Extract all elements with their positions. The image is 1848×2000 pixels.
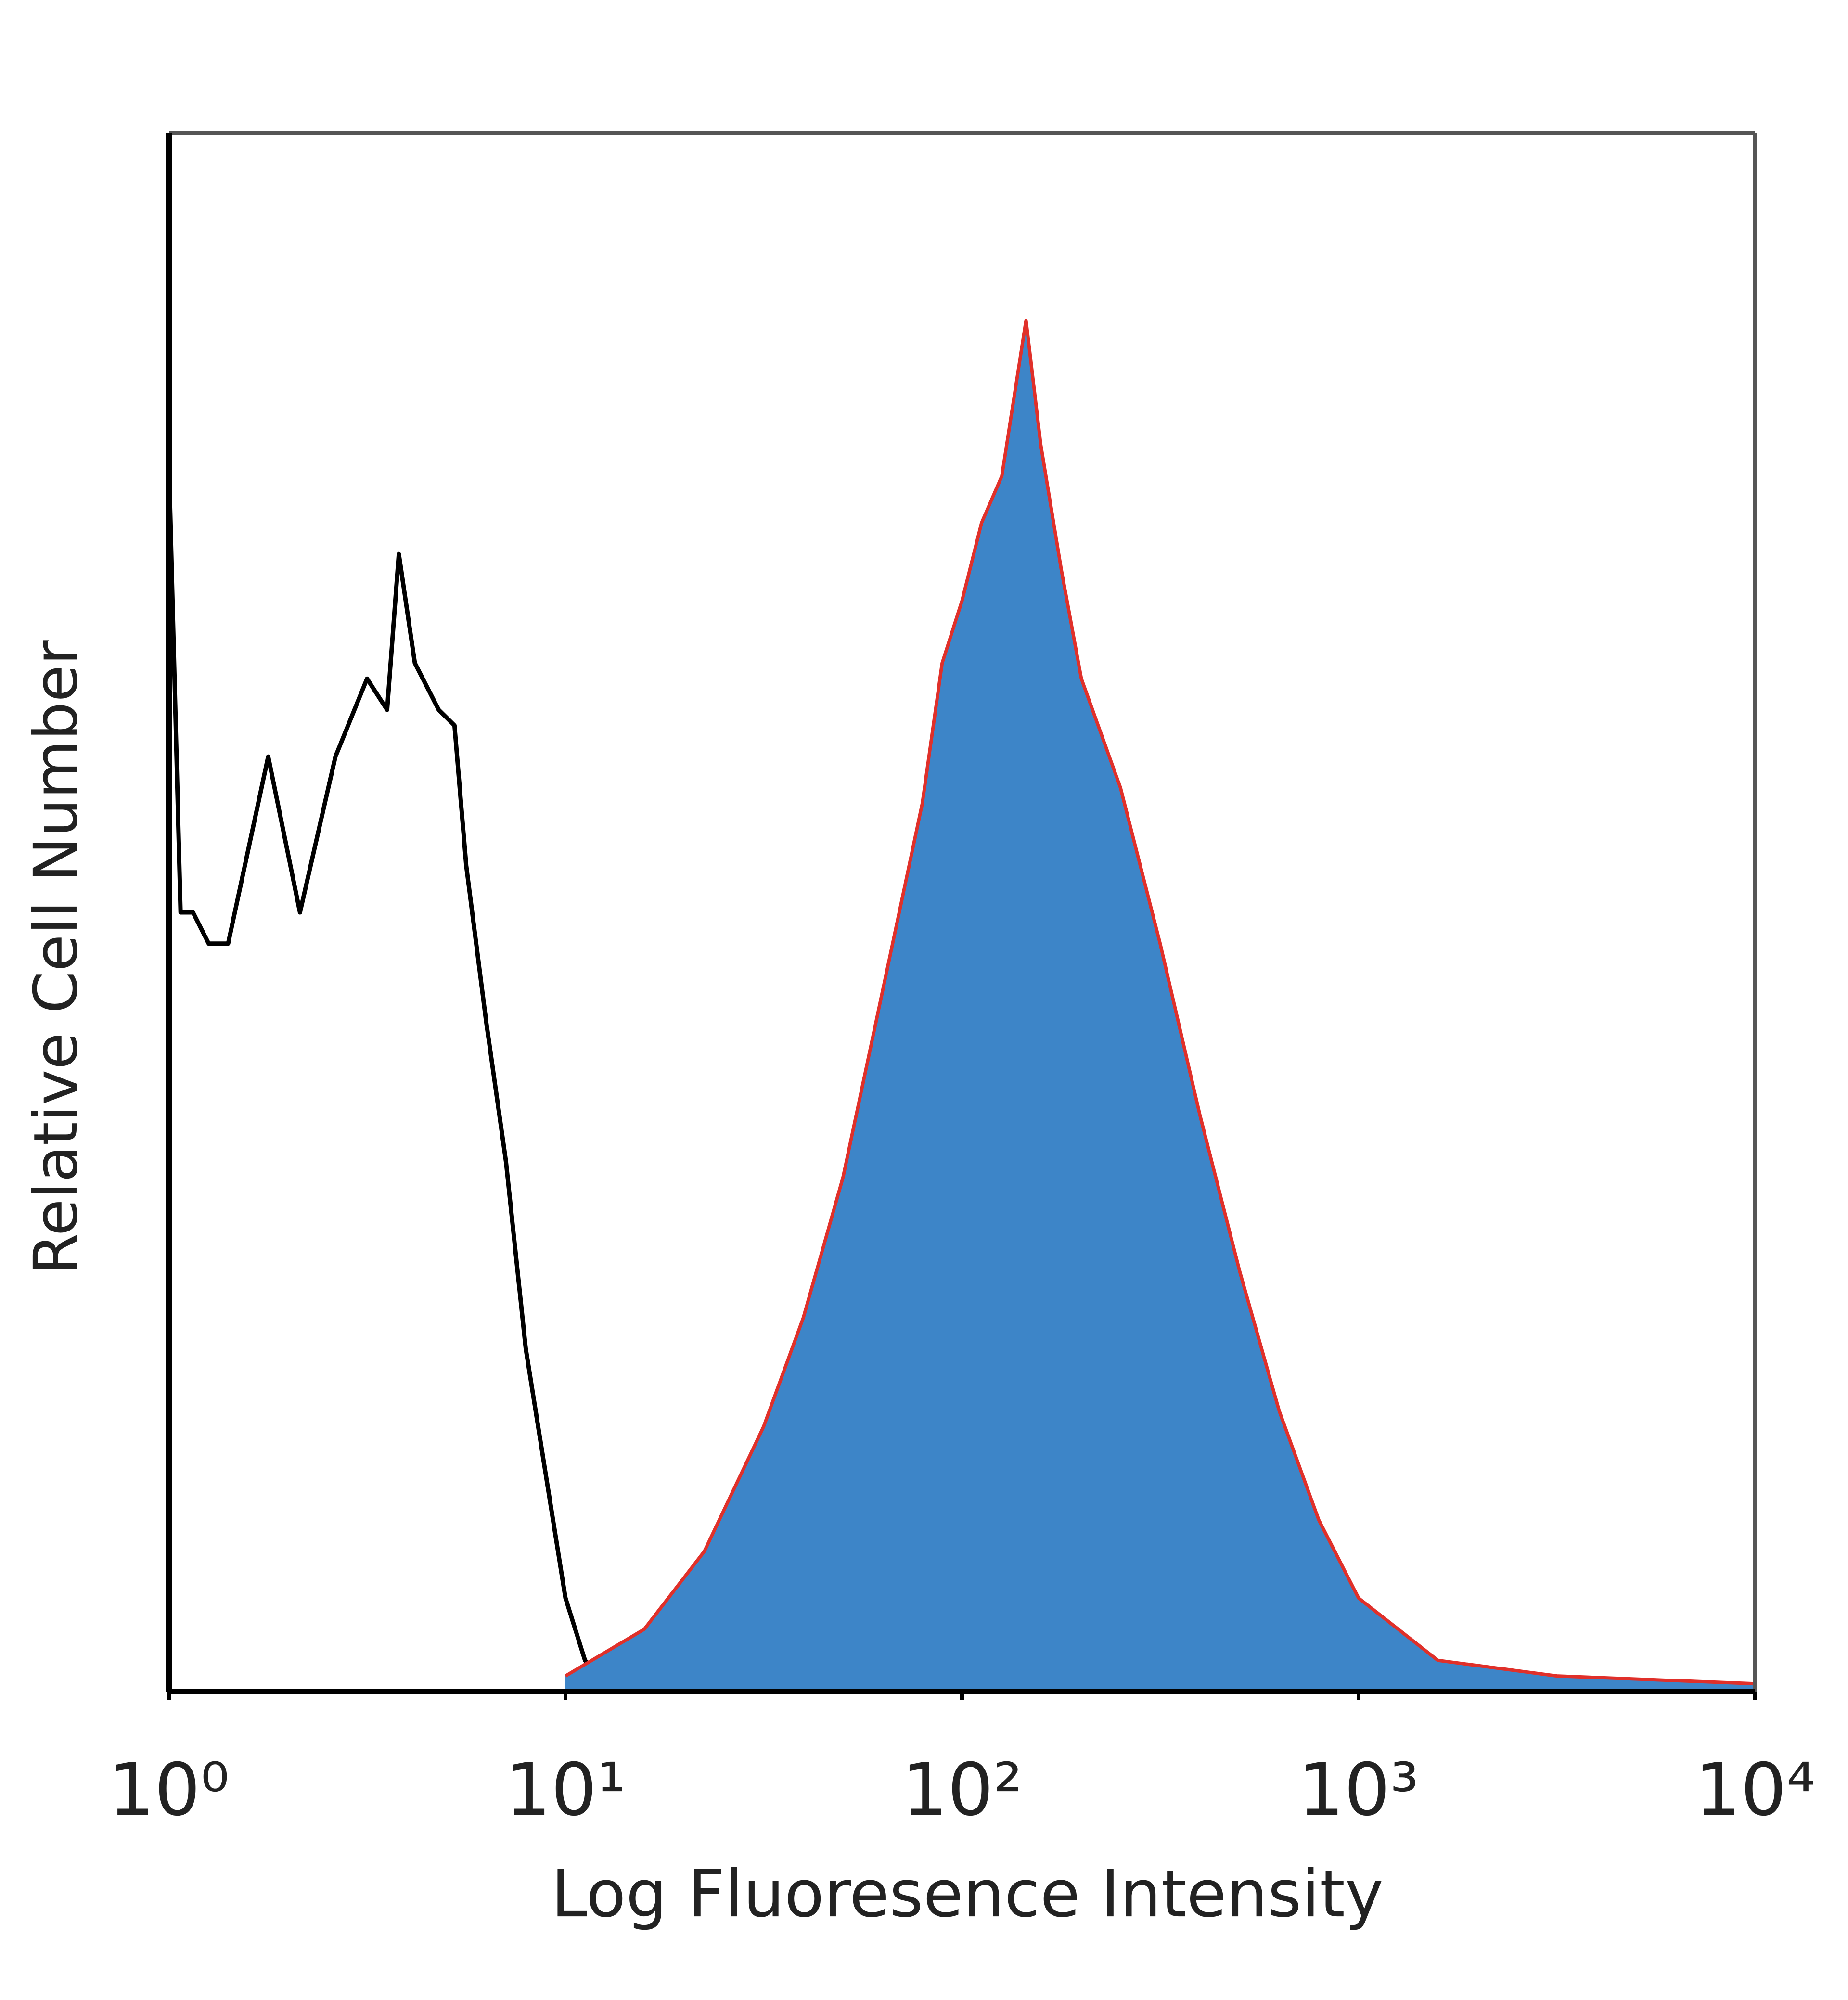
x-tick-label: 10⁴ [1694, 1748, 1815, 1832]
histogram-line [167, 460, 685, 1694]
histogram-area [565, 320, 1755, 1692]
x-tick-label: 10³ [1298, 1748, 1419, 1832]
x-tick-label: 10⁰ [108, 1748, 229, 1832]
x-tick-label: 10² [901, 1748, 1022, 1832]
histogram-edge [565, 319, 1756, 1686]
y-axis-label: Relative Cell Number [21, 640, 91, 1275]
x-axis-label: Log Fluoresence Intensity [551, 1856, 1384, 1932]
x-tick-label: 10¹ [505, 1748, 626, 1832]
